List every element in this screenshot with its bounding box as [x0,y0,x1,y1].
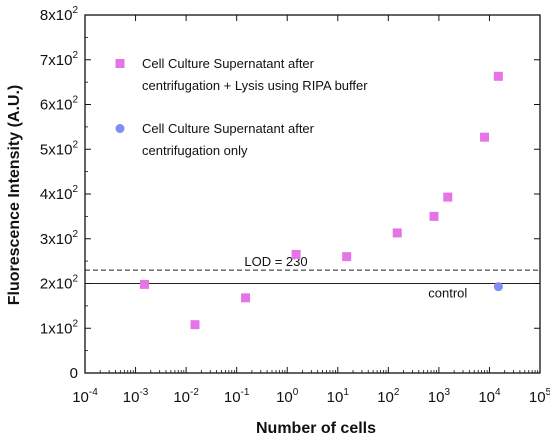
y-tick-label: 7x102 [40,50,79,69]
y-tick-label: 3x102 [40,229,79,248]
control-label: control [428,286,467,301]
y-tick-label: 1x102 [40,318,79,337]
x-tick-label: 101 [327,387,350,406]
y-axis-title: Fluorescence Intensity (A.U.) [6,85,23,306]
x-tick-label: 10-2 [173,387,199,406]
y-tick-label: 2x102 [40,274,79,293]
x-tick-label: 105 [529,387,550,406]
x-tick-label: 100 [276,387,299,406]
x-tick-label: 102 [377,387,400,406]
y-tick-label: 0 [70,365,78,382]
legend: Cell Culture Supernatant after centrifuga… [115,56,368,158]
x-tick-label: 10-1 [224,387,250,406]
data-point-lysis [241,293,251,303]
y-tick-label: 8x102 [40,5,79,24]
y-tick-label: 4x102 [40,184,79,203]
x-tick-label: 104 [478,387,501,406]
x-tick-label: 103 [428,387,451,406]
y-tick-label: 5x102 [40,139,79,158]
legend-marker-circle [115,124,125,133]
data-point-lysis [480,132,490,142]
legend-label: Cell Culture Supernatant after [142,121,315,136]
x-tick-label: 10-3 [123,387,149,406]
data-point-lysis [342,252,352,262]
data-point-lysis [493,71,503,81]
data-point-lysis [392,228,402,238]
data-point-lysis [429,211,439,221]
y-tick-label: 6x102 [40,95,79,114]
x-tick-label: 10-4 [72,387,98,406]
data-point-centrifugation [493,282,503,292]
legend-label: Cell Culture Supernatant after [142,56,315,71]
legend-label: centrifugation + Lysis using RIPA buffer [142,78,368,93]
data-point-lysis [443,192,453,202]
axes: 10-4 10-3 10-2 10-1 100 101 102 103 104 105 0 1x102… [40,5,550,406]
x-axis-title: Number of cells [256,420,376,437]
data-point-lysis [139,279,149,289]
legend-marker-square [115,59,125,68]
data-points [139,71,503,330]
data-point-lysis [190,320,200,330]
data-point-lysis [291,249,301,259]
legend-label: centrifugation only [142,143,248,158]
